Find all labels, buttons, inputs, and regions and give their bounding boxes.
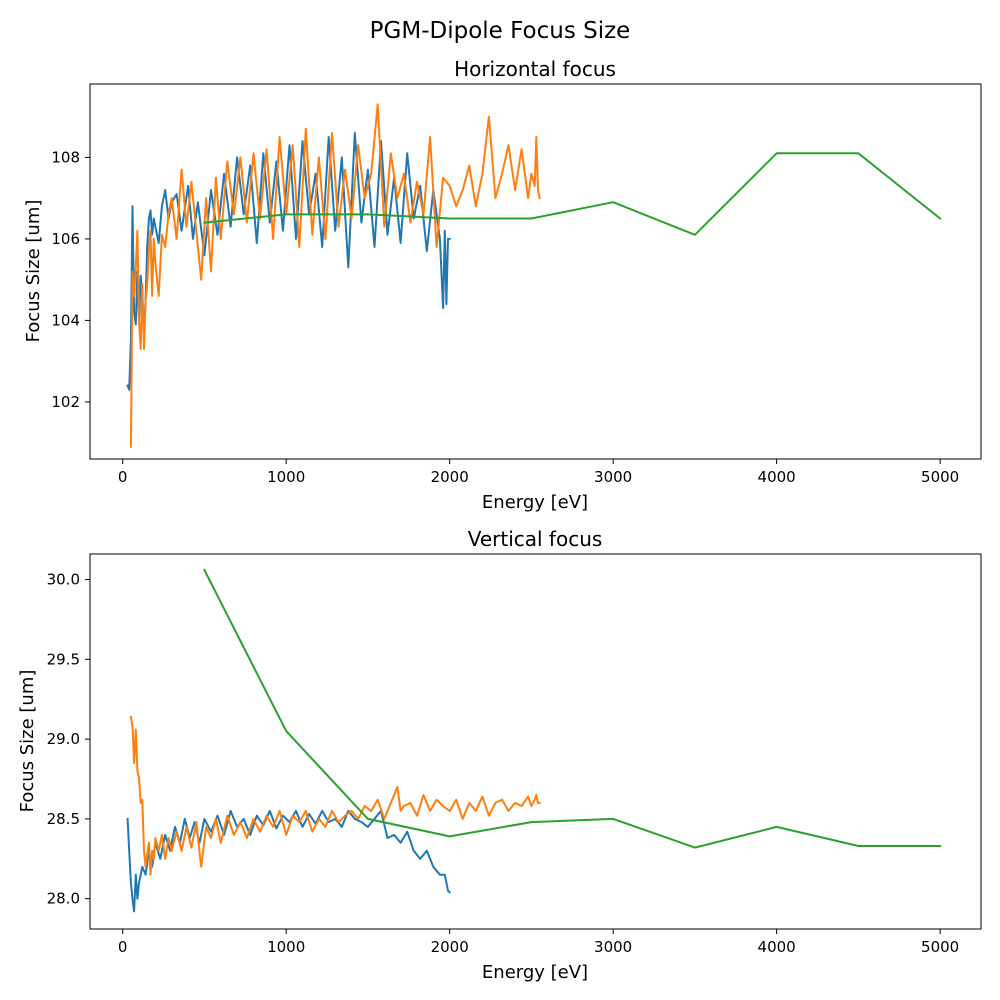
vertical-y-tick-label: 28.5: [47, 810, 80, 828]
horizontal-y-tick-label: 106: [51, 230, 80, 248]
vertical-y-tick-label: 30.0: [47, 571, 80, 589]
horizontal-series-line-1: [126, 131, 451, 391]
vertical-x-tick-label: 4000: [758, 938, 796, 956]
horizontal-axes-frame: [89, 83, 982, 460]
vertical-x-axis-label: Energy [eV]: [482, 962, 588, 983]
vertical-series-line-2: [129, 715, 541, 876]
vertical-x-tick-label: 3000: [594, 938, 632, 956]
horizontal-series-line-2: [129, 103, 541, 448]
horizontal-x-tick-label: 5000: [921, 468, 959, 486]
horizontal-x-tick-label: 4000: [758, 468, 796, 486]
vertical-x-tick-label: 0: [118, 938, 128, 956]
horizontal-x-tick-label: 3000: [594, 468, 632, 486]
vertical-series-line-1: [126, 809, 452, 913]
vertical-x-tick-label: 5000: [921, 938, 959, 956]
vertical-y-axis-label: Focus Size [um]: [17, 670, 38, 813]
vertical-axes-frame: [89, 553, 982, 930]
horizontal-x-axis-label: Energy [eV]: [482, 492, 588, 513]
horizontal-y-tick-label: 104: [51, 311, 80, 329]
horizontal-x-tick-label: 2000: [431, 468, 469, 486]
horizontal-series-line-3: [203, 152, 942, 236]
horizontal-focus-title: Horizontal focus: [454, 57, 616, 81]
vertical-focus-title: Vertical focus: [468, 527, 603, 551]
horizontal-x-tick-label: 1000: [267, 468, 305, 486]
vertical-y-tick-label: 28.0: [47, 890, 80, 908]
vertical-x-tick-label: 2000: [431, 938, 469, 956]
vertical-series-line-3: [203, 568, 942, 849]
vertical-plot-area: 0 1000 2000 3000 4000 5000 28.0 28.5 29.0 29.5 30.…: [47, 553, 982, 956]
horizontal-plot-area: 0 1000 2000 3000 4000 5000 102 104 106 108: [51, 83, 982, 486]
vertical-x-tick-label: 1000: [267, 938, 305, 956]
vertical-y-tick-label: 29.5: [47, 650, 80, 668]
vertical-y-tick-label: 29.0: [47, 730, 80, 748]
horizontal-y-tick-label: 102: [51, 393, 80, 411]
horizontal-x-tick-label: 0: [118, 468, 128, 486]
horizontal-y-tick-label: 108: [51, 148, 80, 166]
figure-title: PGM-Dipole Focus Size: [370, 18, 631, 44]
horizontal-y-axis-label: Focus Size [um]: [23, 200, 44, 343]
vertical-focus-panel: Vertical focus 0 1000 2000 3000 4000 5000 28.0…: [17, 527, 982, 983]
horizontal-focus-panel: Horizontal focus 0 1000 2000 3000 4000 5000 10…: [23, 57, 982, 513]
